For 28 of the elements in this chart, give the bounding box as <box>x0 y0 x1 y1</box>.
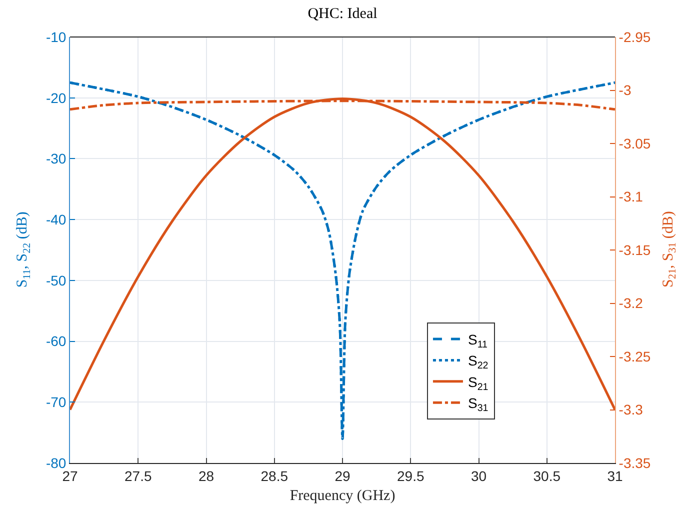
y-tick-label: -20 <box>46 90 66 106</box>
y-tick-label: -60 <box>46 333 66 350</box>
y2-tick-label: -3.3 <box>618 402 644 418</box>
x-tick-label: 27.5 <box>124 468 152 484</box>
y-tick-label: -70 <box>46 394 66 410</box>
y-tick-label: -40 <box>46 211 66 228</box>
x-tick-label: 28 <box>198 468 214 484</box>
y-tick-label: -10 <box>46 28 66 45</box>
y2-tick-label: -3.2 <box>618 295 644 312</box>
y2-tick-label: -3.25 <box>618 348 651 364</box>
chart-title: QHC: Ideal <box>308 6 378 22</box>
legend-label: S$_{21}$ <box>468 374 488 393</box>
y-tick-label: -30 <box>46 150 66 167</box>
y2-tick-label: -3.1 <box>618 188 644 205</box>
x-tick-label: 28.5 <box>260 468 288 484</box>
y2-tick-label: -3.15 <box>618 242 651 258</box>
y2-tick-label: -3 <box>618 82 632 98</box>
x-axis-title: Frequency (GHz) <box>290 488 396 504</box>
x-tick-label: 30 <box>470 468 487 484</box>
x-tick-label: 30.5 <box>533 468 561 484</box>
legend-label: S$_{31}$ <box>468 395 488 414</box>
y2-tick-label: -3.05 <box>618 135 651 152</box>
legend-label: S$_{11}$ <box>468 331 488 350</box>
y-tick-label: -50 <box>46 272 66 288</box>
x-tick-label: 29.5 <box>397 468 424 484</box>
y2-tick-label: -2.95 <box>618 28 651 45</box>
legend-label: S$_{22}$ <box>468 352 488 372</box>
x-tick-label: 29 <box>334 468 350 484</box>
